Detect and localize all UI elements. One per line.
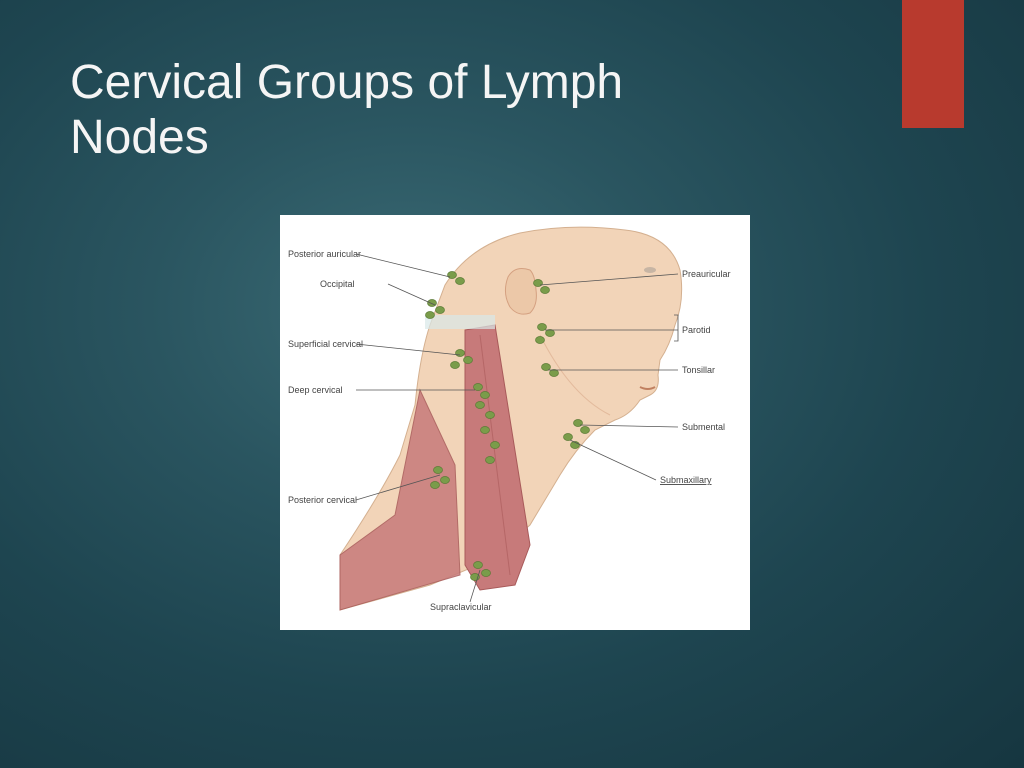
diagram-label: Occipital (320, 279, 355, 289)
lymph-node (581, 427, 590, 434)
neck-band (425, 315, 495, 329)
lymph-node (481, 427, 490, 434)
lymph-node (474, 562, 483, 569)
diagram-label: Supraclavicular (430, 602, 492, 612)
diagram-label: Submaxillary (660, 475, 712, 485)
slide-title: Cervical Groups of Lymph Nodes (70, 55, 770, 165)
lymph-node (476, 402, 485, 409)
lymph-node (534, 280, 543, 287)
diagram-label: Tonsillar (682, 365, 715, 375)
lymph-node (538, 324, 547, 331)
lymph-node (546, 330, 555, 337)
leader-line (570, 440, 656, 480)
lymph-node (481, 392, 490, 399)
lymph-node (464, 357, 473, 364)
diagram-label: Deep cervical (288, 385, 343, 395)
diagram-svg: Posterior auricular Occipital Superficial … (280, 215, 750, 630)
lymph-node (426, 312, 435, 319)
eye-hint (644, 267, 656, 273)
accent-bar (902, 0, 964, 128)
diagram-label: Superficial cervical (288, 339, 363, 349)
diagram-label: Posterior cervical (288, 495, 357, 505)
leader-line (388, 284, 435, 305)
diagram-label: Parotid (682, 325, 711, 335)
lymph-node (474, 384, 483, 391)
lymph-node (431, 482, 440, 489)
lymph-node (448, 272, 457, 279)
diagram-label: Submental (682, 422, 725, 432)
lymph-node (550, 370, 559, 377)
lymph-node (441, 477, 450, 484)
lymph-node (574, 420, 583, 427)
lymph-node (436, 307, 445, 314)
lymph-node (542, 364, 551, 371)
lymph-node (486, 457, 495, 464)
anatomy-diagram: Posterior auricular Occipital Superficial … (280, 215, 750, 630)
lymph-node (564, 434, 573, 441)
lymph-node (482, 570, 491, 577)
lymph-node (428, 300, 437, 307)
lymph-node (486, 412, 495, 419)
lymph-node (456, 278, 465, 285)
leader-line (356, 254, 450, 277)
ear-shape (505, 269, 536, 315)
diagram-label: Posterior auricular (288, 249, 361, 259)
lymph-node (451, 362, 460, 369)
lymph-node (456, 350, 465, 357)
lymph-node (536, 337, 545, 344)
lymph-node (491, 442, 500, 449)
diagram-label: Preauricular (682, 269, 731, 279)
lymph-node (541, 287, 550, 294)
lymph-node (434, 467, 443, 474)
